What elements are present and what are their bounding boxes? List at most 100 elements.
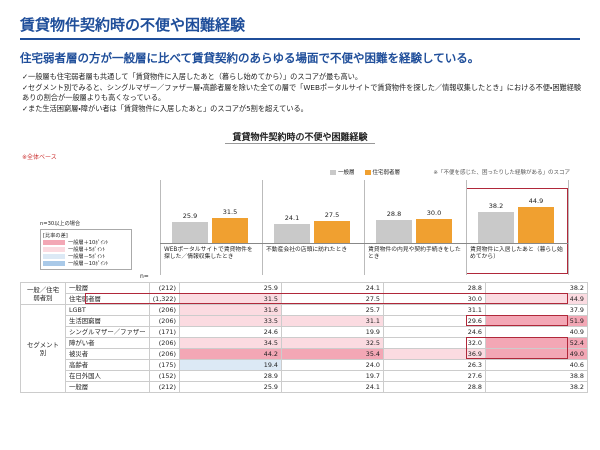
value-label: 24.1 — [284, 213, 300, 222]
diff-legend-bracket: [比率の差] — [43, 233, 68, 239]
row-n: (206) — [148, 348, 180, 360]
table-cell: 31.6 — [178, 304, 282, 316]
bullet: セグメント別でみると、シングルマザー／ファザー層・高齢者層を除いた全ての層で「W… — [22, 83, 582, 104]
swatch — [43, 247, 65, 252]
base-note: ※全体ベース — [22, 154, 57, 161]
table-cell: 25.9 — [178, 282, 282, 294]
table-cell: 19.7 — [280, 370, 384, 382]
bar — [518, 207, 554, 243]
value-label: 25.9 — [182, 212, 198, 221]
table-cell: 31.1 — [382, 304, 486, 316]
swatch — [43, 240, 65, 245]
legend-label: 住宅弱者層 — [372, 170, 401, 176]
row-label: 高齢者 — [65, 359, 150, 371]
bullet: また生活困窮層・障がい者は「賃貸物件に入居したあと」のスコアが5割を超えている。 — [22, 104, 582, 115]
table-row: セグメント別 LGBT (206) 31.6 25.7 31.1 37.9 — [20, 304, 588, 393]
value-label: 38.2 — [488, 202, 504, 211]
chart-title-rule — [225, 143, 375, 144]
diff-legend-item: 一般層＋5ﾎﾟｲﾝﾄ — [43, 246, 129, 253]
row-label: 在日外国人 — [65, 370, 150, 382]
table-row: 一般層 (212) 25.9 24.1 28.8 38.2 — [21, 381, 588, 393]
bar — [274, 223, 310, 243]
diff-legend-box: [比率の差] 一般層＋10ﾎﾟｲﾝﾄ 一般層＋5ﾎﾟｲﾝﾄ 一般層－5ﾎﾟｲﾝﾄ… — [40, 229, 132, 270]
diff-legend-label: 一般層＋5ﾎﾟｲﾝﾄ — [68, 247, 106, 253]
table-cell: 38.8 — [484, 370, 588, 382]
table-cell: 38.2 — [484, 282, 588, 294]
value-label: 28.8 — [386, 209, 402, 218]
title-rule — [20, 38, 580, 40]
table-cell: 34.5 — [178, 337, 282, 349]
table-cell: 19.9 — [280, 326, 384, 338]
diff-legend-label: 一般層＋10ﾎﾟｲﾝﾄ — [68, 240, 109, 246]
table-row: 一般／住宅弱者別 一般層 (212) 25.9 24.1 28.8 38.2 — [20, 282, 588, 305]
row-n: (175) — [148, 359, 180, 371]
category-label: 賃貸物件の内見や契約手続きをしたとき — [368, 247, 461, 260]
category-label: 不動産会社の店頭に訪れたとき — [266, 247, 348, 253]
legend-swatch — [330, 170, 336, 175]
group-label: 一般／住宅弱者別 — [20, 282, 66, 305]
table-row: 在日外国人 (152) 28.9 19.7 27.6 38.8 — [21, 370, 588, 382]
table-cell: 33.5 — [178, 315, 282, 327]
title: 賃貸物件契約時の不便や困難経験 — [20, 16, 246, 34]
table-row: シングルマザー／ファザー (171) 24.6 19.9 24.6 40.9 — [21, 326, 588, 338]
diff-legend-item: 一般層＋10ﾎﾟｲﾝﾄ — [43, 239, 129, 246]
row-n: (212) — [148, 282, 180, 294]
bar — [416, 219, 452, 243]
swatch — [43, 254, 65, 259]
bullet-list: 一般層も住宅弱者層も共通して「賃貸物件に入居したあと（暮らし始めてから）」のスコ… — [22, 72, 582, 114]
highlight-box — [85, 293, 568, 304]
row-n: (206) — [148, 337, 180, 349]
table-cell: 28.8 — [382, 282, 486, 294]
diff-legend-label: 一般層－5ﾎﾟｲﾝﾄ — [68, 254, 106, 260]
table-cell: 32.5 — [280, 337, 384, 349]
row-n: (206) — [148, 304, 180, 316]
legend-item: 住宅弱者層 — [364, 168, 401, 176]
column-separator — [262, 180, 263, 275]
value-label: 31.5 — [222, 207, 238, 216]
diff-legend-item: 一般層－10ﾎﾟｲﾝﾄ — [43, 260, 129, 267]
category-label: 賃貸物件に入居したあと（暮らし始めてから） — [470, 247, 563, 260]
table-cell: 27.6 — [382, 370, 486, 382]
category-label: WEBポータルサイトで賃貸物件を探した／情報収集したとき — [164, 247, 253, 260]
table-cell: 40.6 — [484, 359, 588, 371]
table-cell: 25.9 — [178, 381, 282, 393]
diff-legend: n=30以上の場合 [比率の差] 一般層＋10ﾎﾟｲﾝﾄ 一般層＋5ﾎﾟｲﾝﾄ … — [40, 220, 132, 270]
table-cell: 24.1 — [280, 282, 384, 294]
subtitle: 住宅弱者層の方が一般層に比べて賃貸契約のあらゆる場面で不便や困難を経験している。 — [20, 51, 480, 65]
table-cell: 19.4 — [178, 359, 282, 371]
table-cell: 26.3 — [382, 359, 486, 371]
group-label: セグメント別 — [20, 304, 66, 393]
table-cell: 44.2 — [178, 348, 282, 360]
row-n: (206) — [148, 315, 180, 327]
legend-swatch — [364, 170, 371, 175]
table-cell: 24.6 — [382, 326, 486, 338]
chart-title: 賃貸物件契約時の不便や困難経験 — [232, 133, 368, 143]
table-cell: 40.9 — [484, 326, 588, 338]
table-cell: 37.9 — [484, 304, 588, 316]
value-label: 44.9 — [528, 197, 544, 206]
table-cell: 24.6 — [178, 326, 282, 338]
highlight-box — [466, 315, 568, 326]
bar — [376, 219, 412, 243]
legend-item: 一般層 — [330, 168, 355, 176]
table-cell: 25.7 — [280, 304, 384, 316]
highlight-box — [466, 337, 568, 359]
table-cell: 38.2 — [484, 381, 588, 393]
column-separator — [568, 180, 569, 275]
legend-label: 一般層 — [338, 170, 355, 176]
bullet: 一般層も住宅弱者層も共通して「賃貸物件に入居したあと（暮らし始めてから）」のスコ… — [22, 72, 582, 83]
table-cell: 35.4 — [280, 348, 384, 360]
bar — [478, 212, 514, 243]
diff-legend-caption: n=30以上の場合 — [40, 221, 81, 227]
table-row: 生活困窮層 (206) 33.5 31.1 29.6 51.9 — [21, 315, 588, 327]
legend: 一般層 住宅弱者層 — [330, 168, 400, 176]
column-separator — [466, 180, 467, 275]
row-n: (152) — [148, 370, 180, 382]
table-row: 高齢者 (175) 19.4 24.0 26.3 40.6 — [21, 359, 588, 371]
row-label: 生活困窮層 — [65, 315, 150, 327]
column-separator — [160, 180, 161, 275]
bar — [314, 221, 350, 243]
column-separator — [364, 180, 365, 275]
row-label: 障がい者 — [65, 337, 150, 349]
